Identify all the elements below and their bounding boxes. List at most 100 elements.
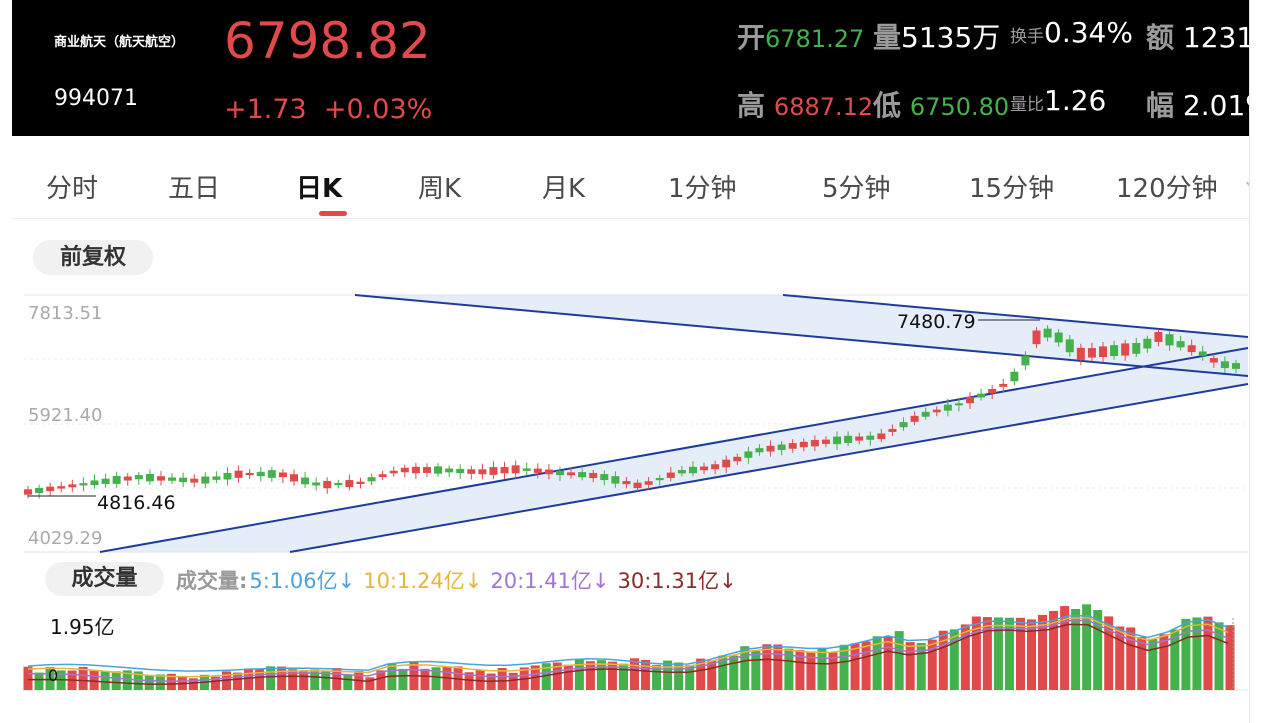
candle (24, 489, 32, 495)
ma20-value: 20:1.41亿↓ (490, 569, 610, 593)
candle (988, 389, 997, 394)
candle (367, 477, 376, 482)
candle (700, 466, 709, 471)
tab-monthly-k[interactable]: 月K (542, 174, 586, 204)
candle (799, 441, 808, 448)
candle (434, 466, 443, 474)
stock-name: 商业航天（航天航空） (54, 35, 185, 50)
candle (312, 482, 321, 486)
candle (123, 476, 132, 481)
candle (943, 404, 952, 411)
candle (1143, 338, 1152, 349)
tab-1min[interactable]: 1分钟 (668, 174, 737, 204)
candle (1021, 355, 1030, 366)
candle (921, 411, 930, 417)
volume-zero-label: 0 (48, 666, 59, 685)
low-value: 6750.80 (909, 93, 1010, 121)
change-value: +1.73 (224, 94, 307, 125)
volume-indicator-button[interactable]: 成交量 (45, 562, 164, 596)
volume-ratio-stat: 量比1.26 (1010, 84, 1107, 117)
candle (1010, 371, 1019, 382)
candle (422, 467, 431, 473)
candle (1110, 345, 1119, 357)
candle (1099, 346, 1108, 357)
tab-daily-k[interactable]: 日K (296, 174, 343, 204)
candle (766, 445, 775, 452)
channel-line-asc-lower (289, 383, 1249, 553)
candle (722, 459, 731, 468)
candle (190, 478, 199, 483)
adjust-mode-button[interactable]: 前复权 (33, 240, 153, 275)
candle (101, 478, 110, 484)
candle (788, 443, 797, 449)
candle (478, 469, 487, 475)
tab-intraday[interactable]: 分时 (46, 174, 99, 204)
candle (533, 468, 542, 473)
amount-stat: 额 1231 (1146, 16, 1249, 56)
candle (932, 409, 941, 413)
candle (467, 469, 476, 474)
min-price-label: 4816.46 (97, 492, 176, 514)
candle (345, 480, 354, 488)
y-axis-mid-label: 5921.40 (28, 405, 103, 426)
candle (910, 415, 919, 422)
tab-weekly-k[interactable]: 周K (418, 174, 462, 204)
candle (1198, 351, 1207, 356)
candle (400, 467, 409, 473)
candle (522, 468, 531, 471)
period-tabs: 分时 五日 日K 周K 月K 1分钟 5分钟 15分钟 120分钟 (12, 150, 1261, 218)
max-price-label: 7480.79 (897, 311, 976, 333)
high-stat: 高 6887.12 (737, 89, 874, 122)
tab-15min[interactable]: 15分钟 (969, 174, 1055, 204)
candle (1209, 358, 1218, 363)
tab-five-day[interactable]: 五日 (168, 174, 221, 204)
candle (1121, 343, 1130, 356)
candle (90, 480, 99, 486)
candle (821, 439, 830, 444)
tab-120min[interactable]: 120分钟 (1116, 174, 1218, 204)
candle (600, 474, 609, 481)
candle (223, 472, 232, 480)
candle (899, 422, 908, 428)
candle (323, 481, 332, 489)
candle (666, 472, 675, 478)
candle (833, 436, 842, 445)
amplitude-stat: 幅 2.01% (1146, 84, 1249, 124)
low-stat: 低 6750.80 (873, 89, 1010, 122)
candle (179, 477, 188, 483)
tab-5min[interactable]: 5分钟 (822, 174, 891, 204)
candle (168, 477, 177, 481)
high-value: 6887.12 (773, 93, 874, 121)
candle (567, 472, 576, 476)
candle (289, 474, 298, 482)
candle (267, 470, 276, 478)
candle (212, 476, 221, 480)
candle (411, 466, 420, 474)
candle (35, 487, 44, 493)
tab-divider (12, 218, 1249, 219)
candle (544, 469, 553, 475)
candle (744, 451, 753, 458)
candle (1154, 331, 1163, 342)
volume-legend-title: 成交量: (176, 569, 248, 593)
ma10-value: 10:1.24亿↓ (363, 569, 483, 593)
candle (456, 468, 465, 474)
candle (278, 472, 287, 478)
candle (877, 433, 886, 440)
candle (79, 483, 88, 486)
candle (57, 486, 66, 489)
candle (489, 467, 498, 475)
candle (866, 435, 875, 440)
candle (68, 484, 77, 488)
candle (977, 393, 986, 398)
candle (733, 456, 742, 462)
candle (755, 448, 764, 453)
candle (145, 474, 154, 482)
open-stat: 开6781.27 (737, 21, 865, 54)
candle (156, 476, 165, 481)
ma5-value: 5:1.06亿↓ (249, 569, 356, 593)
channel-line-desc-upper (782, 294, 1249, 338)
candle (1132, 343, 1141, 354)
candle (810, 439, 819, 447)
